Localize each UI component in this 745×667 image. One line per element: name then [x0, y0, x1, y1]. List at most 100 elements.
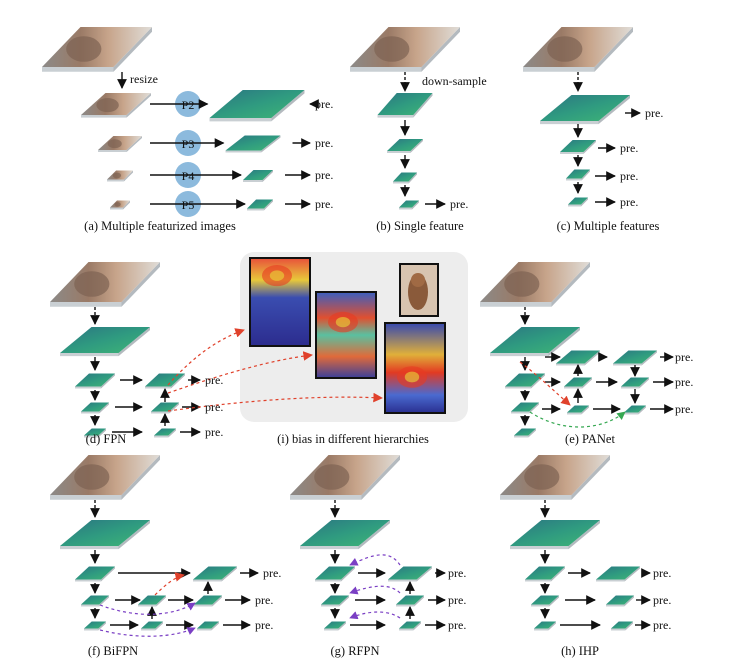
heatmap-high-level: [249, 257, 311, 347]
backbone-feature-h-3: [531, 595, 559, 607]
cross-purple-f-1: [99, 602, 196, 615]
pred-label-e-3: pre.: [675, 402, 693, 416]
ihp-feature-h-3: [611, 621, 633, 631]
pred-label-h-2: pre.: [653, 593, 671, 607]
pred-label-d-3: pre.: [205, 425, 223, 439]
panet-td-e-3: [567, 405, 589, 415]
feedback-purple-g-3: [349, 611, 401, 620]
feedback-purple-g-1: [349, 554, 401, 566]
pyramid-image-2: [81, 93, 151, 118]
input-image-d: [50, 262, 160, 307]
input-image-e: [480, 262, 590, 307]
caption-c: (c) Multiple features: [557, 219, 660, 233]
down-sample-label: down-sample: [422, 74, 487, 88]
pred-label-a-5: pre.: [315, 197, 333, 211]
feature-b-1: [377, 93, 433, 118]
backbone-feature-d-2: [75, 373, 115, 389]
caption-e: (e) PANet: [565, 432, 615, 446]
resize-label: resize: [130, 72, 158, 86]
backbone-feature-d-4: [84, 428, 106, 438]
feature-b-2: [387, 139, 423, 153]
backbone-feature-f-2: [75, 566, 115, 582]
fpn-feature-d-1: [145, 373, 185, 389]
backbone-feature-e-1: [490, 327, 580, 357]
pred-label-e-1: pre.: [675, 350, 693, 364]
level-label-p5: P5: [182, 198, 195, 212]
feature-map-p5: [247, 199, 273, 211]
pred-label-c-2: pre.: [620, 141, 638, 155]
pred-label-c-3: pre.: [620, 169, 638, 183]
ihp-feature-h-2: [606, 595, 634, 607]
bifpn-out-f-2: [194, 595, 222, 607]
feature-map-p2: [209, 90, 305, 122]
heatmap-low-level: [384, 322, 446, 414]
cross-purple-f-2: [99, 627, 196, 637]
cross-red-f: [154, 572, 185, 596]
backbone-feature-g-4: [324, 621, 346, 631]
backbone-feature-f-4: [84, 621, 106, 631]
panet-bu-e-3: [624, 405, 646, 415]
input-image-f: [50, 455, 160, 500]
caption-f: (f) BiFPN: [88, 644, 138, 658]
pred-label-e-2: pre.: [675, 375, 693, 389]
pred-label-f-3: pre.: [255, 618, 273, 632]
backbone-feature-g-1: [300, 520, 390, 550]
bifpn-mid-f-2: [138, 595, 166, 607]
rfpn-feature-g-1: [388, 566, 432, 582]
caption-g: (g) RFPN: [331, 644, 380, 658]
pred-label-f-2: pre.: [255, 593, 273, 607]
original-image-thumbnail: [399, 263, 439, 317]
bifpn-out-f-1: [193, 566, 237, 582]
rfpn-feature-g-3: [399, 621, 421, 631]
caption-b: (b) Single feature: [376, 219, 464, 233]
pred-label-d-1: pre.: [205, 373, 223, 387]
feature-c-4: [568, 197, 588, 207]
ihp-feature-h-1: [596, 566, 640, 582]
backbone-feature-e-2: [505, 373, 545, 389]
feature-map-p4: [243, 170, 273, 182]
fpn-feature-d-3: [154, 428, 176, 438]
shortcut-red-e: [519, 361, 571, 406]
bias-arrow-3: [167, 392, 383, 412]
pred-label-b: pre.: [450, 197, 468, 211]
pred-label-g-3: pre.: [448, 618, 466, 632]
bias-arrow-1: [167, 328, 245, 386]
caption-i: (i) bias in different hierarchies: [277, 432, 429, 446]
backbone-feature-h-4: [534, 621, 556, 631]
rfpn-feature-g-2: [396, 595, 424, 607]
feature-b-3: [393, 172, 417, 184]
input-image-b: [350, 27, 460, 72]
backbone-feature-g-3: [321, 595, 349, 607]
caption-h: (h) IHP: [561, 644, 599, 658]
pred-label-h-3: pre.: [653, 618, 671, 632]
feature-map-p3: [225, 135, 281, 153]
feature-c-2: [560, 140, 596, 154]
bifpn-mid-f-3: [141, 621, 163, 631]
fpn-feature-d-2: [151, 402, 179, 414]
backbone-feature-e-4: [514, 428, 536, 438]
pred-label-g-2: pre.: [448, 593, 466, 607]
bias-arrow-2: [167, 351, 313, 394]
level-label-p3: P3: [182, 137, 195, 151]
pyramid-image-4: [107, 170, 133, 182]
caption-a: (a) Multiple featurized images: [84, 219, 236, 233]
pyramid-image-5: [110, 200, 130, 210]
input-image-h: [500, 455, 610, 500]
backbone-feature-h-2: [525, 566, 565, 582]
pred-label-a-4: pre.: [315, 168, 333, 182]
backbone-feature-f-3: [81, 595, 109, 607]
pred-label-a-2: pre.: [315, 97, 333, 111]
pred-label-h-1: pre.: [653, 566, 671, 580]
pred-label-d-2: pre.: [205, 400, 223, 414]
pred-label-g-1: pre.: [448, 566, 466, 580]
pyramid-image-3: [98, 136, 142, 152]
caption-d: (d) FPN: [86, 432, 127, 446]
backbone-feature-e-3: [511, 402, 539, 414]
backbone-feature-h-1: [510, 520, 600, 550]
pred-label-f-1: pre.: [263, 566, 281, 580]
heatmap-mid-level: [315, 291, 377, 379]
shortcut-green-e: [529, 411, 626, 428]
level-label-p4: P4: [182, 169, 195, 183]
input-image-c: [523, 27, 633, 72]
